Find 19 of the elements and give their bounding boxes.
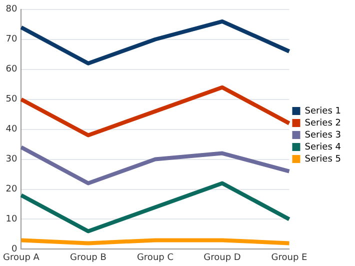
x-tick-label: Group B [70,252,106,263]
y-tick-label: 40 [6,124,18,135]
y-tick-label: 80 [6,4,18,15]
y-tick-label: 20 [6,184,18,195]
x-tick-label: Group C [136,252,174,263]
legend-label: Series 1 [304,106,341,116]
x-tick-label: Group E [271,252,308,263]
legend-label: Series 5 [304,154,341,164]
y-tick-label: 50 [6,94,18,105]
x-tick-label: Group D [204,252,241,263]
y-tick-label: 0 [11,244,18,255]
legend-label: Series 3 [304,130,341,140]
legend-label: Series 4 [304,142,342,152]
y-tick-label: 10 [6,214,18,225]
series-label: Series 2 [304,118,341,128]
y-tick-label: 70 [6,34,18,45]
y-tick-label: 30 [6,154,18,165]
x-tick-label: Group A [3,252,40,263]
y-tick-label: 60 [6,64,18,75]
